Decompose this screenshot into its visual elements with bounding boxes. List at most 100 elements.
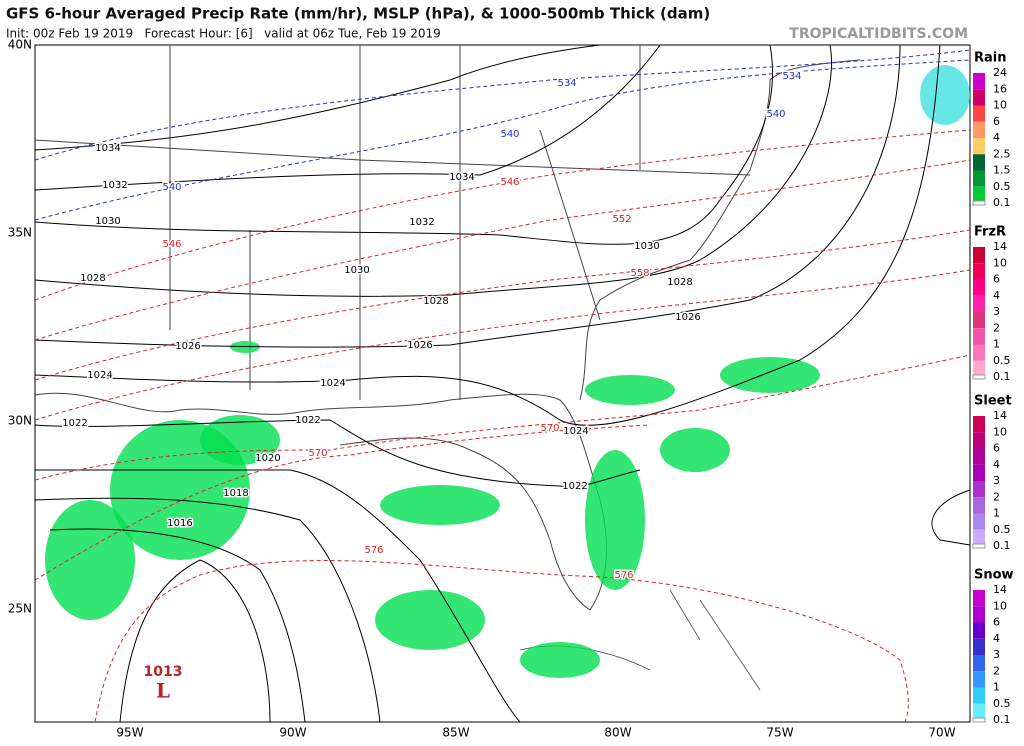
isobar-label: 1026 [675,312,700,323]
isobar-label: 1032 [409,217,434,228]
thickness-label: 558 [630,268,649,279]
isobar [35,469,521,723]
legend-value: 6 [993,115,1000,128]
lon-label: 80W [604,726,631,740]
legend-swatch [973,703,985,720]
legend-swatch [973,448,985,465]
thickness-label: 546 [162,239,181,250]
legend-value: 14 [993,240,1007,253]
legend-value: 6 [993,273,1000,286]
isobar-label: 1016 [167,518,192,529]
legend-swatch [972,543,986,549]
lat-label: 25N [8,602,32,616]
thickness-label: 552 [612,214,631,225]
isobar-label: 1024 [563,426,588,437]
legend-swatch [973,655,985,672]
legend-swatch [973,464,985,481]
legend-value: 4 [993,632,1000,645]
thickness-label: 576 [364,545,383,556]
legend-swatch [973,360,985,377]
legend-swatch [973,247,985,264]
thickness-line [34,59,971,221]
legend-value: 0.5 [993,523,1011,536]
legend-swatch [973,606,985,623]
legend-value: 0.5 [993,697,1011,710]
isobar-label: 1028 [667,277,692,288]
isobar-label: 1032 [102,180,127,191]
legend-swatch [973,170,985,187]
legend-value: 10 [993,99,1007,112]
legend-swatch [973,328,985,345]
isobar-label: 1018 [223,488,248,499]
legend-swatch [973,513,985,530]
legend-value: 10 [993,425,1007,438]
map-frame [34,44,971,723]
isobar-label: 1020 [255,453,280,464]
lat-label: 40N [8,38,32,52]
legend-swatch [972,717,986,723]
legend-value: 1 [993,507,1000,520]
legend-swatch [973,687,985,704]
isobar-label: 1026 [175,341,200,352]
isobar-label: 1022 [62,418,87,429]
thickness-line [34,354,971,481]
legend-swatch [973,138,985,155]
precip [45,65,970,678]
thickness-line [34,159,971,341]
thickness-label: 534 [557,78,576,89]
legend-swatch [973,312,985,329]
thickness-line [34,129,971,301]
isobar [34,497,381,723]
thickness-lines [34,49,971,723]
isobar-label: 1022 [562,481,587,492]
lat-label: 35N [8,226,32,240]
legend-value: 10 [993,599,1007,612]
isobar [931,489,971,546]
legend-value: 2 [993,321,1000,334]
legend-value: 4 [993,131,1000,144]
isobars [34,44,971,723]
legend-swatch [973,186,985,203]
lon-label: 90W [279,726,306,740]
isobar-label: 1022 [295,415,320,426]
legend-title: Snow [974,568,1014,583]
legend-swatch [972,374,986,380]
legend-value: 0.1 [993,539,1011,552]
isobar-label: 1024 [320,378,345,389]
legend-swatch [972,200,986,206]
thickness-label: 540 [162,182,181,193]
isobar [49,528,306,723]
legend-value: 2.5 [993,147,1011,160]
isobar-label: 1028 [423,296,448,307]
legend-value: 1.5 [993,164,1011,177]
isobar [34,44,941,426]
isobar-label: 1030 [344,265,369,276]
legend-swatch [973,416,985,433]
isobar-label: 1024 [87,370,112,381]
thickness-label: 570 [308,448,327,459]
legend-swatch [973,497,985,514]
watermark: TROPICALTIDBITS.COM [789,26,968,42]
legend-swatch [973,638,985,655]
isobar-label: 1030 [95,216,120,227]
legend-value: 24 [993,66,1007,79]
thickness-label: 540 [500,129,519,140]
legend-value: 16 [993,82,1007,95]
legend-swatch [973,154,985,171]
low-symbol: L [156,679,170,703]
legend-value: 4 [993,458,1000,471]
legend-swatch [973,263,985,280]
legend-swatch [973,295,985,312]
subtitle: Init: 00z Feb 19 2019 Forecast Hour: [6]… [6,27,441,41]
legend-swatch [973,344,985,361]
isobar [34,44,773,245]
isobar [119,559,271,723]
isobar-label: 1030 [634,241,659,252]
thickness-line [94,560,909,723]
title: GFS 6-hour Averaged Precip Rate (mm/hr),… [6,5,710,23]
thickness-label: 570 [540,423,559,434]
lon-label: 95W [116,726,143,740]
legend-value: 14 [993,409,1007,422]
isobar [34,44,901,348]
